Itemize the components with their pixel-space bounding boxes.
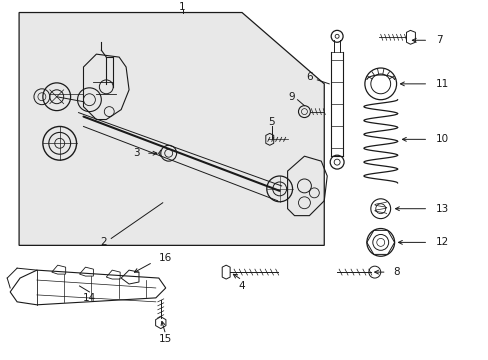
Text: 5: 5 [268, 117, 274, 126]
Text: 3: 3 [132, 148, 139, 158]
Text: 13: 13 [435, 204, 448, 214]
Text: 7: 7 [435, 35, 442, 45]
Text: 15: 15 [159, 334, 172, 345]
Polygon shape [19, 13, 324, 246]
Text: 11: 11 [435, 79, 448, 89]
Text: 6: 6 [305, 72, 312, 82]
Text: 9: 9 [287, 92, 294, 102]
Text: 4: 4 [238, 281, 245, 291]
Text: 10: 10 [435, 134, 448, 144]
Text: 14: 14 [82, 293, 96, 303]
Text: 2: 2 [100, 237, 106, 247]
Text: 16: 16 [159, 253, 172, 263]
Text: 8: 8 [393, 267, 399, 277]
Text: 1: 1 [179, 1, 185, 12]
Text: 12: 12 [435, 237, 448, 247]
